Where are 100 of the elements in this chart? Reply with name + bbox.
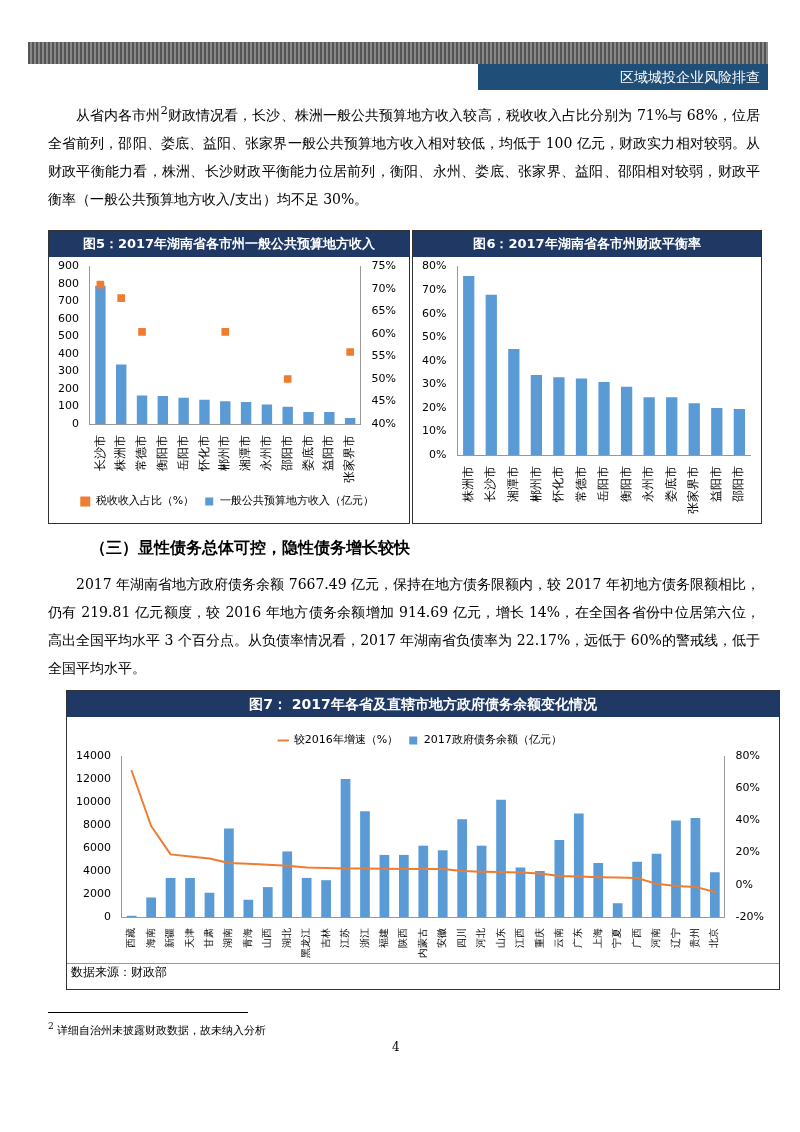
x-tick-label: 青海 (241, 928, 253, 948)
bar (535, 871, 545, 917)
x-tick-label: 张家界市 (686, 466, 701, 514)
bar (344, 417, 356, 424)
y-tick-label: 600 (58, 311, 79, 325)
x-tick-label: 海南 (144, 928, 156, 948)
chart-title: 图5：2017年湖南省各市州一般公共预算地方收入 (49, 231, 409, 257)
bar (463, 276, 475, 455)
y-tick-label: 40% (422, 353, 447, 367)
bar (733, 409, 746, 455)
bar (593, 862, 604, 917)
bar (476, 845, 487, 917)
bar (324, 412, 335, 424)
text: 4 (392, 1040, 400, 1054)
bar (303, 412, 314, 424)
point (138, 327, 146, 336)
text: $^{2}$ 详细自治州未披露财政数据，故未纳入分析 (48, 1020, 267, 1038)
y2-tick-label: 70% (371, 281, 396, 295)
x-tick-label: 贵州 (689, 928, 701, 948)
x-tick-label: 常德市 (134, 435, 149, 471)
point (221, 327, 230, 336)
bar (554, 839, 565, 917)
point (117, 294, 126, 302)
y-tick-label: 500 (58, 329, 79, 343)
y-tick-label: 10% (422, 424, 447, 438)
x-tick-label: 怀化市 (196, 435, 211, 472)
y-tick-label: 0 (72, 416, 79, 430)
x-tick-label: 株洲市 (460, 466, 475, 503)
y-tick-label: 100 (58, 399, 79, 413)
x-tick-label: 云南 (552, 928, 564, 948)
y2-tick-label: 45% (371, 394, 396, 408)
bar (185, 877, 195, 917)
bar (301, 877, 312, 917)
x-tick-label: 永州市 (259, 435, 274, 471)
bar (530, 374, 543, 455)
x-tick-label: 湖北 (280, 928, 292, 948)
x-tick-label: 陕西 (397, 928, 409, 948)
bar (688, 403, 700, 455)
x-tick-label: 山东 (494, 928, 506, 948)
chart-title: 图7： 2017年各省及直辖市地方政府债务余额变化情况 (67, 691, 779, 717)
bar (620, 386, 633, 455)
x-tick-label: 上海 (591, 928, 603, 948)
bar (398, 854, 409, 917)
bar (321, 880, 331, 917)
y-tick-label: 70% (422, 283, 447, 297)
bar (220, 401, 231, 424)
bar (710, 872, 720, 917)
x-tick-label: 吉林 (319, 928, 331, 948)
bar (340, 779, 351, 917)
x-tick-label: 河南 (650, 928, 662, 948)
bar (282, 406, 293, 424)
bar (157, 396, 169, 424)
bar (508, 349, 520, 455)
x-tick-label: 衡阳市 (154, 435, 169, 471)
y-tick-label: 0% (429, 447, 447, 461)
y-tick-label: 8000 (82, 817, 111, 831)
bar (178, 397, 189, 424)
x-tick-label: 长沙市 (483, 466, 498, 502)
y2-tick-label: 55% (371, 349, 396, 363)
bar (457, 819, 468, 917)
x-tick-label: 广东 (572, 928, 584, 948)
x-tick-label: 常德市 (573, 466, 588, 502)
x-tick-label: 湘潭市 (505, 466, 520, 502)
y-tick-label: 6000 (82, 840, 111, 854)
x-tick-label: 安徽 (436, 928, 448, 948)
x-tick-label: 新疆 (164, 928, 176, 948)
y-tick-label: 800 (58, 276, 79, 290)
y-tick-label: 300 (58, 364, 79, 378)
bar (573, 813, 584, 917)
legend-label: 较2016年增速（%） (293, 733, 399, 747)
x-tick-label: 益阳市 (321, 435, 336, 471)
x-tick-label: 黑龙江 (300, 928, 312, 958)
x-tick-label: 娄底市 (663, 466, 678, 502)
x-tick-label: 张家界市 (342, 435, 357, 483)
y-tick-label: 20% (422, 400, 447, 414)
y2-tick-label: 80% (735, 748, 761, 762)
x-tick-label: 西藏 (125, 928, 137, 948)
x-tick-label: 岳阳市 (175, 435, 190, 471)
legend-label: 税收收入占比（%） (95, 494, 195, 508)
bar (690, 818, 701, 917)
y-tick-label: 400 (58, 346, 79, 360)
x-tick-label: 永州市 (641, 466, 656, 502)
y2-tick-label: 50% (371, 371, 396, 385)
bar (261, 404, 273, 424)
bar (485, 294, 497, 455)
y2-tick-label: 40% (735, 813, 761, 827)
x-tick-label: 江西 (514, 928, 526, 948)
x-tick-label: 江苏 (339, 928, 351, 948)
x-tick-label: 辽宁 (669, 928, 681, 948)
y2-tick-label: 20% (735, 845, 761, 859)
bar (643, 397, 655, 455)
x-tick-label: 内蒙古 (416, 928, 428, 958)
legend-label: 一般公共预算地方收入（亿元） (219, 494, 374, 508)
bar (146, 897, 157, 917)
bar (116, 364, 127, 424)
x-tick-label: 郴州市 (217, 435, 232, 471)
x-tick-label: 浙江 (358, 928, 370, 948)
y-tick-label: 700 (58, 294, 79, 308)
y2-tick-label: 75% (371, 259, 396, 273)
bar (418, 845, 429, 917)
